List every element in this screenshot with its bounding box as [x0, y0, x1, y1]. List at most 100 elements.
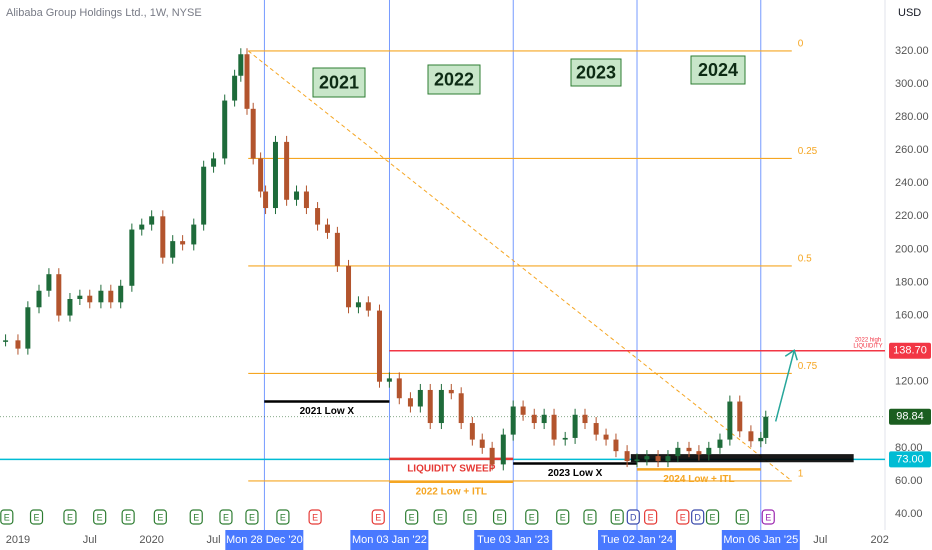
event-icon — [525, 509, 539, 525]
event-icon — [405, 509, 419, 525]
y-tick-label: 320.00 — [895, 45, 929, 57]
event-icon — [691, 509, 705, 525]
date-marker-box — [474, 530, 553, 550]
arrow — [774, 350, 795, 422]
x-tick-label: 2019 — [6, 534, 30, 546]
date-marker-box — [225, 530, 304, 550]
candle — [655, 456, 661, 462]
candle — [284, 141, 290, 200]
event-label: E — [67, 512, 73, 522]
candle — [346, 265, 352, 308]
candle — [263, 191, 269, 209]
candle — [758, 437, 764, 442]
event-label: E — [249, 512, 255, 522]
price-label-box — [889, 342, 931, 359]
year-label: 2022 — [434, 69, 474, 89]
candle — [510, 406, 516, 435]
year-label: 2024 — [698, 60, 738, 80]
candle — [458, 393, 464, 424]
price-label: 138.70 — [893, 345, 927, 357]
candle — [36, 290, 42, 308]
candle — [748, 431, 754, 442]
candle — [706, 447, 712, 455]
x-tick-label: Jul — [207, 534, 221, 546]
y-tick-label: 260.00 — [895, 144, 929, 156]
candle — [129, 229, 135, 286]
chart-title: Alibaba Group Holdings Ltd., 1W, NYSE — [6, 7, 202, 19]
candle — [250, 108, 256, 159]
candle — [98, 290, 104, 303]
candle — [737, 401, 743, 432]
event-label: E — [437, 512, 443, 522]
event-icon — [371, 509, 385, 525]
candle — [541, 414, 547, 424]
candle — [376, 310, 382, 382]
candle — [603, 434, 609, 440]
event-label: E — [375, 512, 381, 522]
candle — [258, 158, 264, 192]
candle — [56, 274, 62, 316]
event-label: E — [467, 512, 473, 522]
y-tick-label: 180.00 — [895, 276, 929, 288]
event-icon — [735, 509, 749, 525]
event-label: E — [529, 512, 535, 522]
price-label-box — [889, 451, 931, 468]
candle — [696, 451, 702, 455]
candle — [139, 224, 145, 230]
event-icon — [644, 509, 658, 525]
candle — [427, 389, 433, 424]
y-tick-label: 80.00 — [895, 442, 923, 454]
date-marker-box — [350, 530, 429, 550]
year-box — [690, 55, 746, 85]
candle — [438, 389, 444, 424]
event-icon — [276, 509, 290, 525]
event-label: E — [497, 512, 503, 522]
fib-label: 0.5 — [798, 254, 812, 265]
y-tick-label: 60.00 — [895, 475, 923, 487]
event-label: E — [34, 512, 40, 522]
candle — [407, 398, 413, 407]
event-label: E — [739, 512, 745, 522]
date-marker-box — [721, 530, 800, 550]
y-tick-label: 220.00 — [895, 210, 929, 222]
date-marker-label: Tue 03 Jan '23 — [477, 534, 549, 546]
candle — [46, 274, 52, 291]
arrow-head — [784, 349, 798, 361]
date-marker-label: Mon 28 Dec '20 — [226, 534, 303, 546]
event-label: E — [409, 512, 415, 522]
year-label: 2021 — [319, 72, 359, 92]
date-marker-label: Mon 03 Jan '22 — [352, 534, 427, 546]
y-tick-label: 300.00 — [895, 78, 929, 90]
event-icon — [433, 509, 447, 525]
event-icon — [93, 509, 107, 525]
candle — [67, 299, 73, 316]
candle — [108, 290, 114, 303]
year-box — [312, 67, 366, 98]
event-icon — [583, 509, 597, 525]
year-box — [427, 64, 481, 95]
event-icon — [626, 509, 640, 525]
date-marker-label: Tue 02 Jan '24 — [601, 534, 673, 546]
candle — [396, 378, 402, 399]
candle — [479, 439, 485, 448]
candle — [562, 437, 568, 440]
event-label: E — [223, 512, 229, 522]
candle — [520, 406, 526, 415]
candle — [634, 459, 640, 462]
event-label: E — [157, 512, 163, 522]
fib-trend — [247, 50, 793, 482]
candle — [365, 302, 371, 311]
event-icon — [121, 509, 135, 525]
event-label: E — [125, 512, 131, 522]
event-label: E — [710, 512, 716, 522]
event-icon — [63, 509, 77, 525]
candle — [572, 414, 578, 438]
candle — [355, 302, 361, 308]
candle — [324, 224, 330, 233]
event-icon — [705, 509, 720, 525]
candle — [222, 100, 228, 159]
event-label: E — [312, 512, 318, 522]
candle — [717, 439, 723, 448]
candle — [613, 439, 619, 452]
